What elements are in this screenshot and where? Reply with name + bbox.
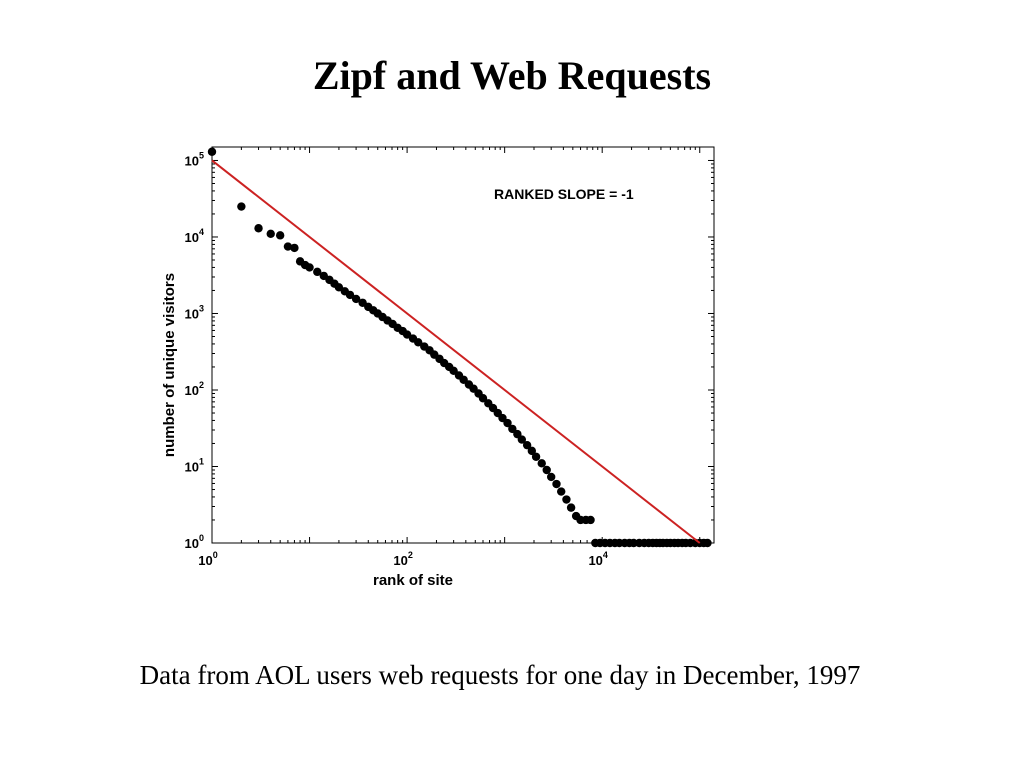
y-tick-label-3: 103 <box>185 303 204 321</box>
slope-annotation: RANKED SLOPE = -1 <box>494 186 634 202</box>
log-log-scatter-chart: 100 102 104 100 101 102 103 104 105 rank of site n… <box>150 135 740 605</box>
data-point <box>351 294 361 304</box>
data-point <box>517 435 527 444</box>
x-tick-label-2: 104 <box>588 550 607 568</box>
plot-frame <box>211 146 715 544</box>
data-point <box>508 424 517 434</box>
data-point <box>531 452 541 461</box>
data-point <box>557 487 566 496</box>
y-tick-label-1: 101 <box>185 456 204 474</box>
data-point <box>283 242 293 251</box>
x-tick-label-1: 102 <box>393 550 412 568</box>
data-point <box>345 290 355 300</box>
y-tick-label-0: 100 <box>185 533 204 551</box>
slide-caption: Data from AOL users web requests for one… <box>139 660 861 690</box>
data-point <box>552 479 561 489</box>
data-point <box>522 440 532 450</box>
slide-title: Zipf and Web Requests <box>312 53 712 98</box>
data-point <box>478 394 488 403</box>
data-point <box>542 465 551 475</box>
data-point <box>266 229 275 239</box>
data-points <box>207 147 712 548</box>
data-point <box>237 202 246 211</box>
x-axis-label: rank of site <box>373 572 453 589</box>
data-point <box>503 418 512 428</box>
chart-svg: 100 102 104 100 101 102 103 104 105 rank of site n… <box>161 146 715 589</box>
fit-line <box>211 159 701 544</box>
data-point <box>275 231 285 240</box>
data-point <box>402 330 412 339</box>
x-tick-label-0: 100 <box>198 550 217 568</box>
data-point <box>546 472 556 482</box>
data-point <box>290 243 299 253</box>
y-tick-label-2: 102 <box>185 380 204 398</box>
data-point <box>527 446 537 456</box>
data-point <box>566 503 576 512</box>
y-tick-label-5: 105 <box>185 150 204 168</box>
data-point <box>562 495 571 504</box>
data-point <box>305 263 314 272</box>
data-point <box>313 267 322 277</box>
data-point <box>703 538 712 548</box>
chart-container: 100 102 104 100 101 102 103 104 105 rank of site n… <box>150 135 740 605</box>
data-point <box>586 515 595 525</box>
data-point <box>537 459 546 468</box>
data-point <box>334 283 344 292</box>
y-tick-label-4: 104 <box>185 227 204 245</box>
data-point <box>207 147 217 156</box>
y-axis-label: number of unique visitors <box>161 273 178 457</box>
data-point <box>254 224 263 233</box>
data-point <box>414 338 423 347</box>
